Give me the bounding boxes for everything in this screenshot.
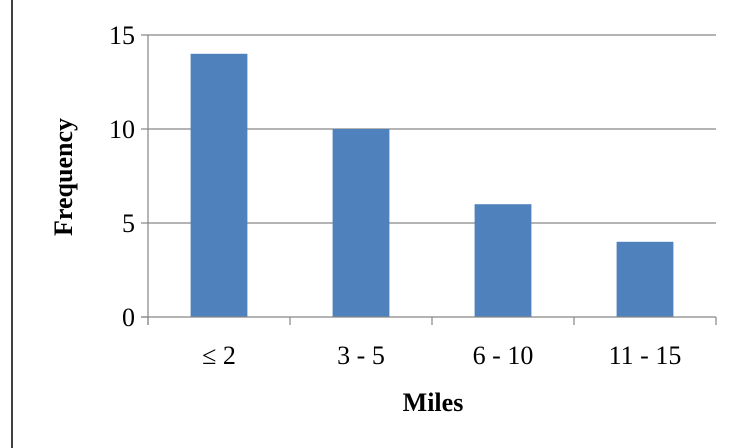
x-axis-title: Miles [403,388,464,417]
bar-1 [190,53,248,318]
y-axis-title: Frequency [49,118,78,236]
y-tick-label: 10 [109,115,135,144]
y-tick-labels: 0 5 10 15 [109,21,135,332]
bar-2 [332,129,390,317]
y-tick-label: 5 [122,209,135,238]
x-tick-label: 11 - 15 [609,341,682,370]
bar-4 [616,241,674,317]
bar-3 [474,204,532,317]
bars [190,53,674,318]
y-tick-label: 15 [109,21,135,50]
x-tick-label: 6 - 10 [473,341,534,370]
x-tick-label: ≤ 2 [202,341,236,370]
x-tick-label: 3 - 5 [337,341,385,370]
y-tick-label: 0 [122,303,135,332]
x-tick-labels: ≤ 2 3 - 5 6 - 10 11 - 15 [202,341,681,370]
axes [141,34,717,325]
